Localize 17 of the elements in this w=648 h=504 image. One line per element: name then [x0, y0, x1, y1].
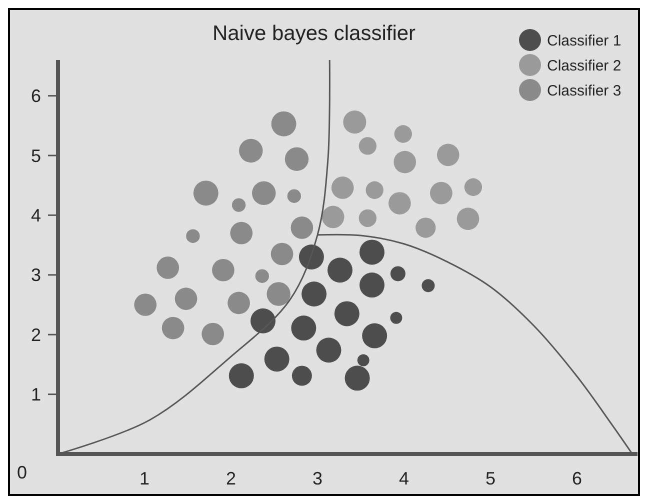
- y-tick-label: 1: [30, 384, 42, 405]
- chart-title: Naive bayes classifier: [212, 22, 416, 45]
- text: 0: [16, 462, 28, 482]
- legend-label: Classifier 3: [547, 82, 622, 100]
- x-tick-label: 6: [572, 468, 582, 488]
- x-tick-label: 1: [139, 468, 150, 488]
- y-tick-label: 6: [30, 86, 42, 106]
- x-tick-label: 2: [226, 468, 236, 488]
- x-tick-label: 5: [485, 468, 496, 488]
- x-tick-label: 3: [312, 468, 323, 488]
- x-tick-label: 4: [398, 468, 410, 488]
- legend-label: Classifier 1: [547, 32, 622, 50]
- y-tick-label: 3: [30, 265, 42, 286]
- y-tick-label: 4: [30, 206, 42, 226]
- y-tick-label: 2: [30, 324, 42, 345]
- legend-label: Classifier 2: [547, 57, 622, 74]
- y-tick-label: 5: [30, 146, 42, 166]
